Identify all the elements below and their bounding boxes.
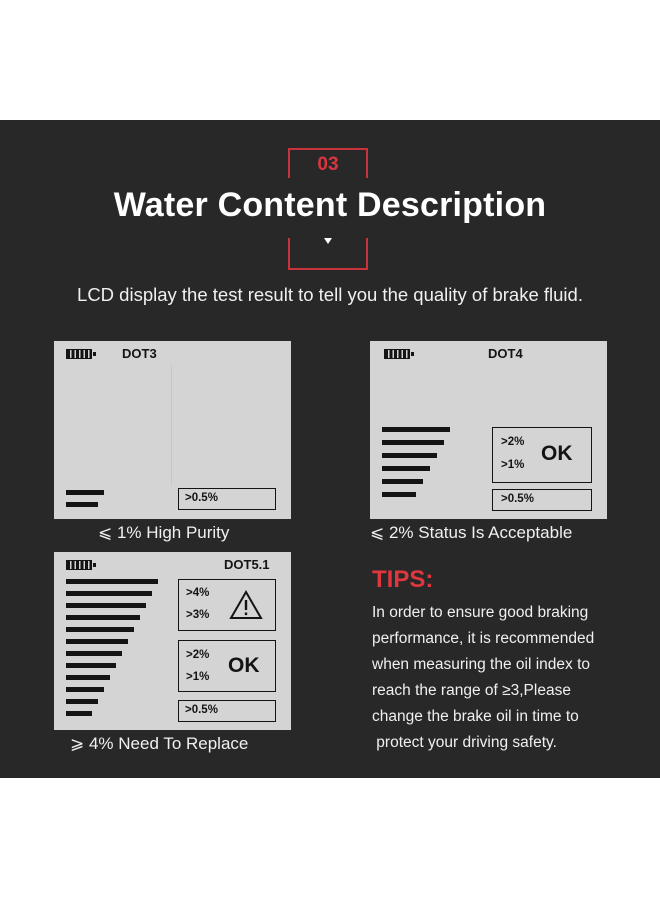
battery-icon bbox=[66, 349, 96, 359]
level-bar bbox=[66, 490, 104, 495]
fluid-type-label: DOT4 bbox=[488, 346, 523, 361]
page-subtitle: LCD display the test result to tell you … bbox=[77, 284, 583, 305]
level-bar bbox=[66, 651, 122, 656]
reading-value: >2% bbox=[186, 649, 210, 661]
arrow-down-icon bbox=[324, 238, 332, 244]
status-ok: OK bbox=[228, 654, 260, 677]
level-bar bbox=[66, 711, 92, 716]
level-bar bbox=[66, 639, 128, 644]
level-bar bbox=[66, 675, 110, 680]
reading-value: >0.5% bbox=[501, 493, 534, 505]
reading-value: >4% bbox=[186, 587, 210, 599]
status-box: >2% >1% OK bbox=[178, 640, 276, 692]
status-box: >2% >1% OK bbox=[492, 427, 592, 483]
level-bar bbox=[66, 687, 104, 692]
level-bar bbox=[66, 579, 158, 584]
reading-value: >1% bbox=[186, 671, 210, 683]
lcd-display-dot4: DOT4 >2% >1% OK >0.5% bbox=[370, 341, 607, 519]
tips-line: In order to ensure good braking bbox=[372, 604, 589, 621]
battery-icon bbox=[384, 349, 414, 359]
level-bar bbox=[382, 492, 416, 497]
tips-line: change the brake oil in time to bbox=[372, 708, 579, 725]
tips-line: performance, it is recommended bbox=[372, 630, 595, 647]
level-bar bbox=[382, 440, 444, 445]
page-title: Water Content Description bbox=[113, 186, 547, 224]
warning-box: >4% >3% bbox=[178, 579, 276, 631]
reading-value: >0.5% bbox=[185, 492, 218, 504]
tips-line: when measuring the oil index to bbox=[372, 656, 590, 673]
reading-box: >0.5% bbox=[178, 488, 276, 510]
level-bar bbox=[382, 479, 423, 484]
level-bar bbox=[382, 466, 430, 471]
level-bar bbox=[66, 627, 134, 632]
fluid-type-label: DOT3 bbox=[122, 346, 157, 361]
section-bracket-bottom bbox=[288, 238, 368, 270]
lcd-display-dot5-1: DOT5.1 >4% >3% >2% >1% OK >0.5% bbox=[54, 552, 291, 730]
reading-box: >0.5% bbox=[178, 700, 276, 722]
level-bar bbox=[66, 603, 146, 608]
reading-value: >1% bbox=[501, 459, 525, 471]
reading-value: >0.5% bbox=[185, 704, 218, 716]
caption-dot4: ⩽ 2% Status Is Acceptable bbox=[370, 523, 573, 542]
tips-line: protect your driving safety. bbox=[372, 734, 557, 751]
level-bar bbox=[382, 453, 437, 458]
level-bar bbox=[382, 427, 450, 432]
caption-dot3: ⩽ 1% High Purity bbox=[98, 523, 230, 542]
level-bar bbox=[66, 615, 140, 620]
level-bar bbox=[66, 663, 116, 668]
info-panel: 03 Water Content Description LCD display… bbox=[0, 120, 660, 778]
reading-value: >3% bbox=[186, 609, 210, 621]
section-number: 03 bbox=[317, 154, 339, 175]
level-bar bbox=[66, 699, 98, 704]
battery-icon bbox=[66, 560, 96, 570]
tips-line: reach the range of ≥3,Please bbox=[372, 682, 571, 699]
status-ok: OK bbox=[541, 442, 573, 465]
section-bracket-top bbox=[288, 148, 368, 178]
reading-box: >0.5% bbox=[492, 489, 592, 511]
caption-dot5-1: ⩾ 4% Need To Replace bbox=[70, 734, 249, 753]
reading-value: >2% bbox=[501, 436, 525, 448]
level-bar bbox=[66, 591, 152, 596]
fluid-type-label: DOT5.1 bbox=[224, 557, 270, 572]
warning-triangle-icon bbox=[229, 590, 263, 619]
tips-title: TIPS: bbox=[372, 566, 434, 593]
lcd-display-dot3: DOT3 >0.5% bbox=[54, 341, 291, 519]
level-bar bbox=[66, 502, 98, 507]
